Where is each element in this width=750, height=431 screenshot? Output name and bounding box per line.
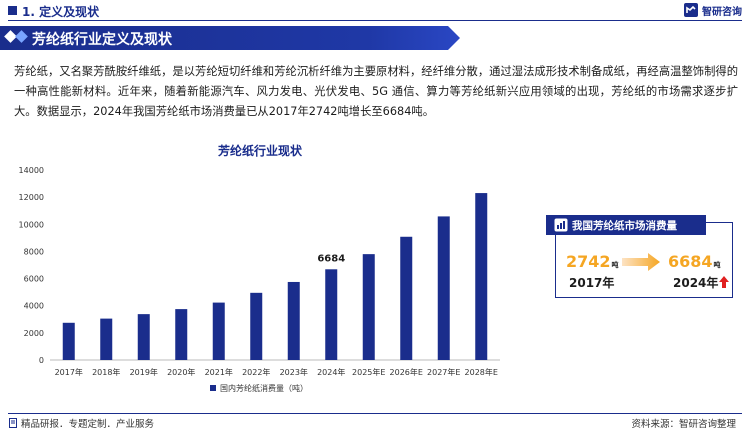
start-year: 2017年: [569, 276, 615, 290]
diamond-icon: [4, 30, 28, 43]
chart-title: 芳纶纸行业现状: [217, 144, 302, 158]
intro-paragraph: 芳纶纸，又名聚芳酰胺纤维纸，是以芳纶短切纤维和芳纶沉析纤维为主要原材料，经纤维分…: [14, 65, 738, 118]
x-tick-label-0: 2017年: [55, 367, 83, 377]
end-year: 2024年: [673, 276, 719, 290]
logo-icon: [684, 3, 698, 17]
y-tick-label-3: 6000: [24, 275, 44, 284]
legend-swatch: [210, 385, 216, 391]
start-value: 2742吨: [566, 252, 619, 271]
x-tick-label-7: 2024年: [317, 367, 345, 377]
end-value: 6684吨: [668, 252, 721, 271]
end-value-unit: 吨: [713, 261, 721, 269]
end-value-number: 6684: [668, 252, 713, 271]
x-tick-label-3: 2020年: [167, 367, 195, 377]
bar-11: [475, 193, 488, 360]
y-tick-label-1: 2000: [24, 329, 44, 338]
bar-7: [325, 269, 338, 360]
start-value-unit: 吨: [611, 261, 619, 269]
consumption-card: 我国芳纶纸市场消费量 2742吨 6684吨 2017年 2024年: [546, 215, 733, 298]
card-title: 我国芳纶纸市场消费量: [572, 219, 677, 232]
footer-divider: [8, 413, 742, 414]
x-tick-label-8: 2025年E: [352, 367, 385, 377]
footer-source: 资料来源：智研咨询整理: [631, 419, 736, 430]
bar-2: [137, 314, 150, 360]
header-divider: [8, 20, 742, 21]
doc-icon: [9, 418, 17, 428]
bar-0: [62, 322, 75, 360]
y-tick-label-0: 0: [39, 356, 44, 365]
x-tick-label-2: 2019年: [130, 367, 158, 377]
x-tick-label-10: 2027年E: [427, 367, 460, 377]
footer: 精品研报．专题定制．产业服务 资料来源：智研咨询整理: [0, 412, 750, 431]
right-arrow-icon: [622, 253, 660, 271]
bar-3: [175, 309, 188, 360]
top-header: 1. 定义及现状 智研咨询: [0, 0, 750, 22]
y-tick-label-2: 4000: [24, 302, 44, 311]
x-tick-label-9: 2026年E: [390, 367, 423, 377]
chart-icon: [554, 218, 568, 232]
page-title: 芳纶纸行业定义及现状: [32, 32, 172, 48]
section-marker-icon: [8, 6, 17, 15]
legend-label: 国内芳纶纸消费量（吨）: [220, 383, 308, 393]
card-header: 我国芳纶纸市场消费量: [546, 215, 706, 235]
y-tick-label-6: 12000: [19, 193, 44, 202]
section-title: 1. 定义及现状: [22, 5, 100, 19]
x-tick-label-4: 2021年: [205, 367, 233, 377]
bar-6: [287, 281, 300, 360]
up-arrow-icon: [719, 276, 729, 288]
bar-4: [212, 302, 225, 360]
x-tick-label-6: 2023年: [280, 367, 308, 377]
logo-text: 智研咨询: [702, 6, 742, 18]
x-tick-label-1: 2018年: [92, 367, 120, 377]
start-value-number: 2742: [566, 252, 611, 271]
y-tick-label-4: 8000: [24, 247, 44, 256]
x-tick-label-5: 2022年: [242, 367, 270, 377]
bar-chart: 0 2000 4000 6000 8000 10000 12000 14000 2017年 201…: [19, 166, 500, 393]
bar-10: [437, 216, 450, 360]
y-tick-label-5: 10000: [19, 220, 44, 229]
title-banner: 芳纶纸行业定义及现状: [0, 26, 460, 50]
footer-left-text: 精品研报．专题定制．产业服务: [21, 419, 155, 430]
bar-9: [400, 236, 413, 360]
footer-slogan: 精品研报．专题定制．产业服务: [8, 416, 154, 430]
bar-5: [250, 292, 263, 360]
x-tick-label-11: 2028年E: [465, 367, 498, 377]
data-label-0: 6684: [317, 253, 345, 264]
y-tick-label-7: 14000: [19, 166, 44, 175]
bar-1: [100, 318, 113, 360]
brand-logo: 智研咨询: [683, 2, 742, 18]
bar-8: [362, 254, 375, 360]
